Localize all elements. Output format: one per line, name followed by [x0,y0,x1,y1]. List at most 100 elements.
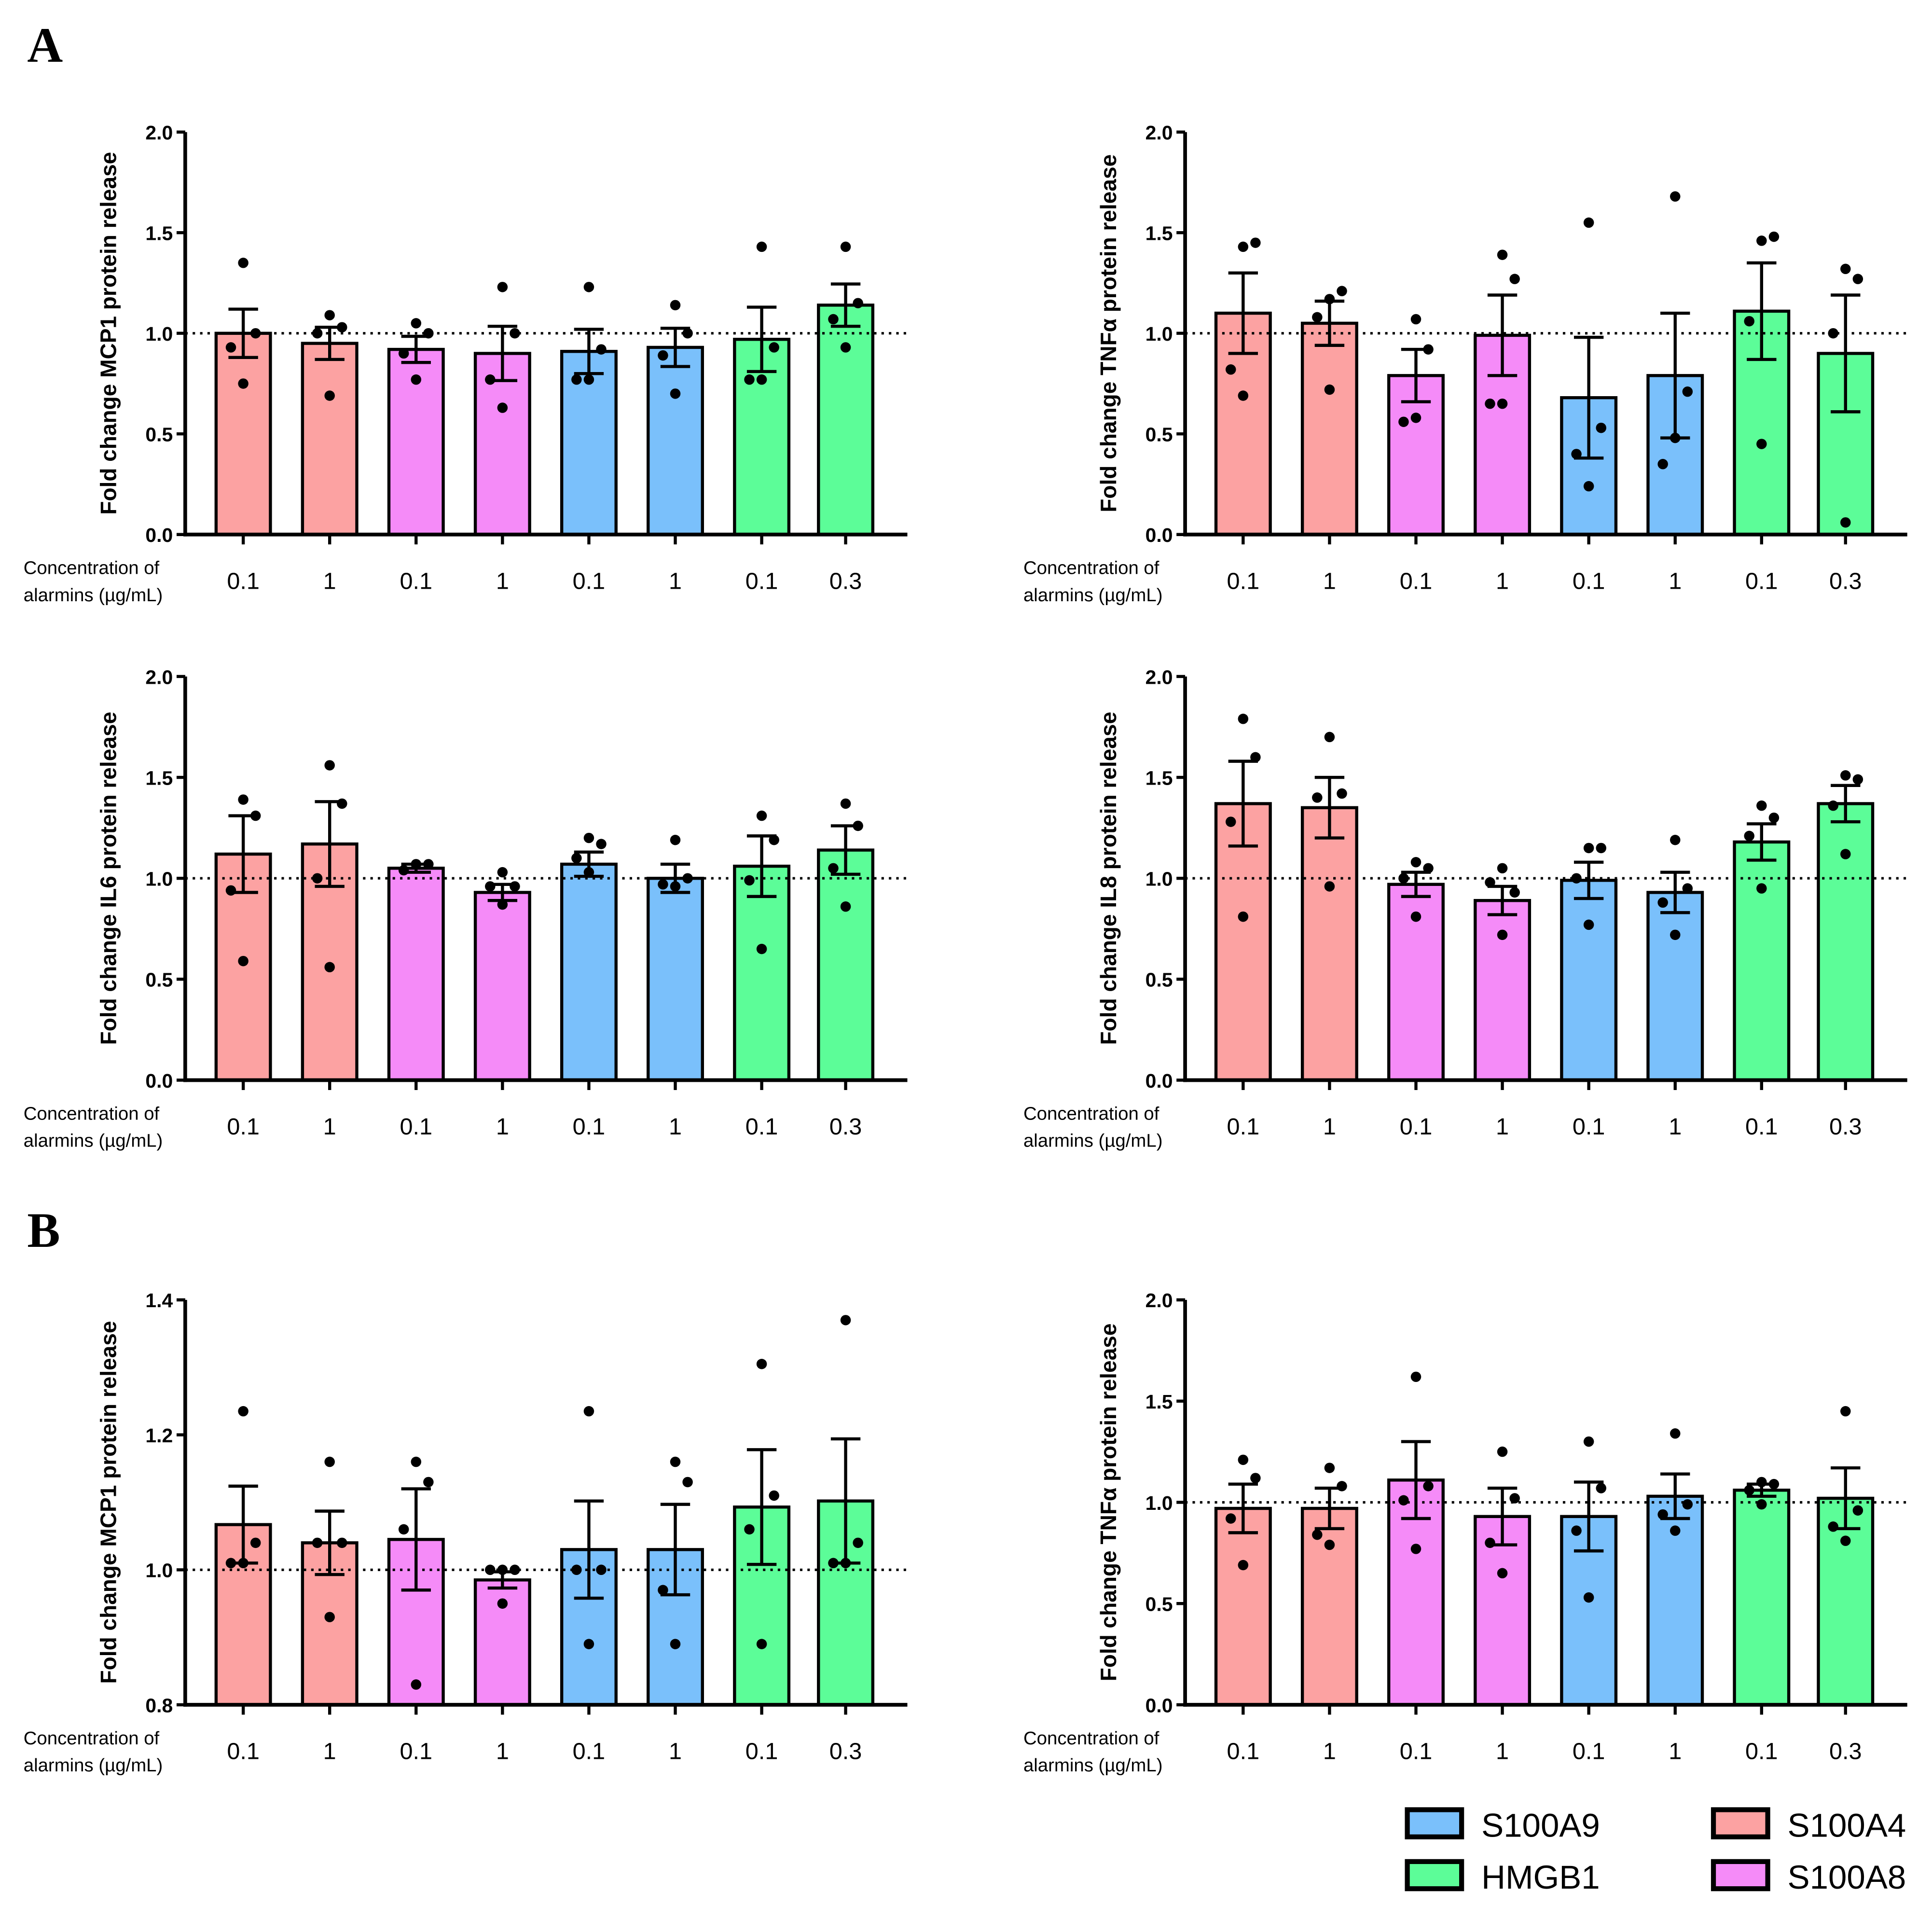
concentration-label: alarmins (µg/mL) [1023,1131,1163,1151]
data-point [337,1537,347,1548]
data-point [1497,249,1508,260]
y-tick-label: 1.0 [1145,868,1173,890]
data-point [840,241,851,252]
bar-s100a4 [1300,321,1358,536]
data-point [337,322,347,332]
data-point [596,839,607,849]
x-tick-label: 1 [1323,568,1336,594]
data-point [411,1456,422,1467]
data-point [1238,714,1249,724]
bar-hmgb1 [1817,802,1875,1082]
data-point [1324,1539,1335,1550]
data-point [853,820,863,831]
data-point [1398,416,1409,427]
data-point [1596,843,1606,854]
data-point [238,1558,248,1569]
x-tick-label: 0.1 [1227,568,1260,594]
data-point [1410,911,1421,922]
data-point [1828,328,1838,339]
data-point [312,873,323,884]
data-point [1312,1529,1323,1540]
data-point [423,859,434,870]
concentration-label: Concentration of [1023,1728,1159,1749]
data-point [1238,1560,1249,1571]
y-tick-label: 0.8 [145,1694,173,1716]
data-point [1756,235,1767,246]
data-point [1670,1525,1681,1536]
x-tick-label: 0.1 [400,1114,433,1140]
data-point [497,402,508,413]
data-point [238,794,248,805]
y-tick-label: 0.0 [1145,1694,1173,1716]
data-point [828,863,839,874]
data-point [1670,1428,1681,1439]
data-point [1682,1499,1693,1510]
data-point [658,879,668,890]
data-point [840,901,851,912]
x-tick-label: 0.3 [1829,568,1862,594]
data-point [840,1315,851,1326]
data-point [1756,883,1767,894]
bar-s100a4 [1214,1506,1272,1707]
x-tick-label: 0.1 [1400,1739,1433,1765]
y-tick-label: 1.0 [145,868,173,890]
data-point [497,899,508,910]
legend-label: S100A9 [1481,1807,1600,1844]
legend-item-s100a9: S100A9 [1405,1807,1600,1844]
data-point [423,328,434,339]
bar-s100a9 [560,862,618,1082]
data-point [596,344,607,355]
concentration-label: Concentration of [1023,558,1159,579]
data-point [670,300,681,311]
data-point [1756,1499,1767,1510]
data-point [583,1639,594,1649]
data-point [571,1564,582,1575]
x-tick-label: 0.1 [1400,1114,1433,1140]
data-point [840,1558,851,1569]
bar-s100a9 [647,877,704,1082]
data-point [324,1456,335,1467]
data-point [1583,481,1594,492]
data-point [1226,1513,1236,1524]
data-point [1250,752,1261,763]
data-point [1226,816,1236,827]
data-point [1410,413,1421,423]
data-point [1583,1436,1594,1447]
data-point [1410,1371,1421,1382]
bar-s100a4 [301,342,359,536]
x-tick-label: 1 [496,1114,509,1140]
data-point [1670,191,1681,202]
data-point [1423,1481,1434,1492]
data-point [682,328,693,339]
concentration-label: Concentration of [24,1103,160,1124]
x-tick-label: 1 [496,568,509,594]
data-point [1509,274,1520,284]
x-tick-label: 0.1 [1573,1114,1605,1140]
x-tick-label: 0.1 [1745,1739,1778,1765]
data-point [238,1406,248,1417]
data-point [510,328,520,339]
data-point [828,314,839,325]
data-point [1337,788,1347,799]
data-point [583,374,594,385]
chart-panel-2: Fold change TNFα protein release 0.0 0.5 1.… [1023,122,1907,606]
y-tick-label: 0.0 [1145,524,1173,546]
bar-hmgb1 [817,304,875,536]
x-tick-label: 1 [669,1114,682,1140]
data-point [744,875,755,886]
x-tick-label: 0.1 [745,1114,778,1140]
data-point [1324,294,1335,304]
data-point [423,1477,434,1488]
data-point [1840,849,1851,859]
x-tick-label: 1 [1323,1114,1336,1140]
data-point [1410,857,1421,868]
data-point [658,1585,668,1595]
data-point [1828,800,1838,811]
y-tick-label: 1.4 [145,1289,173,1312]
x-tick-label: 0.1 [745,568,778,594]
legend-label: HMGB1 [1481,1858,1600,1896]
concentration-label: alarmins (µg/mL) [24,1755,163,1776]
data-point [1852,1505,1863,1516]
data-point [1768,1478,1780,1490]
